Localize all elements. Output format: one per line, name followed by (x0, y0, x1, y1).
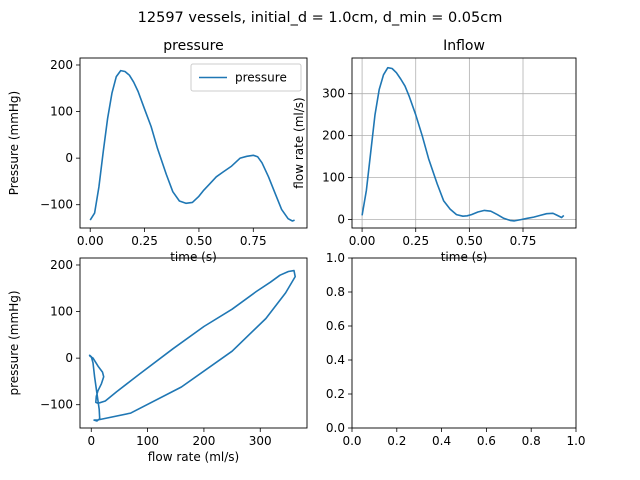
y-tick-label: 300 (322, 87, 345, 101)
subplot-1: 0.00 0.25 0.50 0.75 −100 0 100 200 pressure time … (7, 38, 308, 264)
y-tick-label: −100 (40, 198, 73, 212)
y-axis-label: flow rate (ml/s) (292, 97, 306, 188)
x-tick-label: 1.0 (566, 434, 585, 448)
subplot-2: 0.00 0.25 0.50 0.75 0 100 200 300 Inflow time (s)… (292, 38, 577, 264)
series-line-1-1 (89, 69, 295, 222)
axes-frame (79, 57, 308, 229)
y-axis-label: pressure (mmHg) (7, 290, 21, 395)
y-tick-label: 200 (50, 258, 73, 272)
x-tick-label: 0.50 (186, 234, 213, 248)
series-line-2-1 (361, 66, 565, 222)
y-tick-label: 0.8 (326, 285, 345, 299)
x-tick-label: 0.25 (131, 234, 158, 248)
y-tick-label: 0 (65, 351, 73, 365)
y-axis-label: Pressure (mmHg) (7, 91, 21, 195)
y-tick-label: 0 (65, 151, 73, 165)
y-tick-label: 100 (50, 305, 73, 319)
x-axis-label: time (s) (170, 250, 217, 264)
axes-title: pressure (163, 38, 223, 54)
y-tick-label: 0.0 (326, 421, 345, 435)
x-tick-label: 0.8 (522, 434, 541, 448)
y-tick-label: 0.6 (326, 319, 345, 333)
axes-frame (351, 57, 577, 229)
x-tick-label: 0.00 (349, 234, 376, 248)
x-tick-label: 0.75 (510, 234, 537, 248)
y-tick-label: −100 (40, 398, 73, 412)
x-tick-label: 0.75 (240, 234, 267, 248)
x-tick-label: 0.0 (342, 434, 361, 448)
series-line-3-1 (88, 269, 297, 422)
legend-label: pressure (235, 71, 287, 85)
x-axis-label: time (s) (441, 250, 488, 264)
x-tick-label: 0.25 (402, 234, 429, 248)
subplots: 0.00 0.25 0.50 0.75−1000100200pressuretime … (7, 38, 586, 464)
subplot-4: 0.0 0.2 0.4 0.6 0.8 1.0 0.0 0.2 0.4 0.6 0.8 1.0 (326, 251, 586, 448)
axes-frame (79, 257, 308, 429)
x-tick-label: 0.4 (432, 434, 451, 448)
x-tick-label: 100 (136, 434, 159, 448)
y-tick-label: 200 (322, 129, 345, 143)
subplot-3: 0 100 200 300 −100 0 100 200 flow rate (ml/s) pre… (7, 257, 308, 464)
x-tick-label: 300 (249, 434, 272, 448)
y-tick-label: 0.4 (326, 353, 345, 367)
x-tick-label: 0.6 (477, 434, 496, 448)
legend: pressure (190, 63, 302, 92)
y-tick-label: 200 (50, 58, 73, 72)
x-tick-label: 0 (87, 434, 95, 448)
x-axis-label: flow rate (ml/s) (148, 450, 239, 464)
y-tick-label: 0 (337, 213, 345, 227)
x-tick-label: 0.50 (456, 234, 483, 248)
y-tick-label: 0.2 (326, 387, 345, 401)
x-tick-label: 0.2 (387, 434, 406, 448)
y-tick-label: 100 (322, 171, 345, 185)
x-tick-label: 200 (192, 434, 215, 448)
axes-title: Inflow (443, 38, 485, 54)
axes-frame (351, 257, 577, 429)
legend-box (190, 63, 302, 92)
y-tick-label: 100 (50, 105, 73, 119)
y-tick-label: 1.0 (326, 251, 345, 265)
figure-suptitle: 12597 vessels, initial_d = 1.0cm, d_min … (138, 10, 503, 26)
x-tick-label: 0.00 (77, 234, 104, 248)
